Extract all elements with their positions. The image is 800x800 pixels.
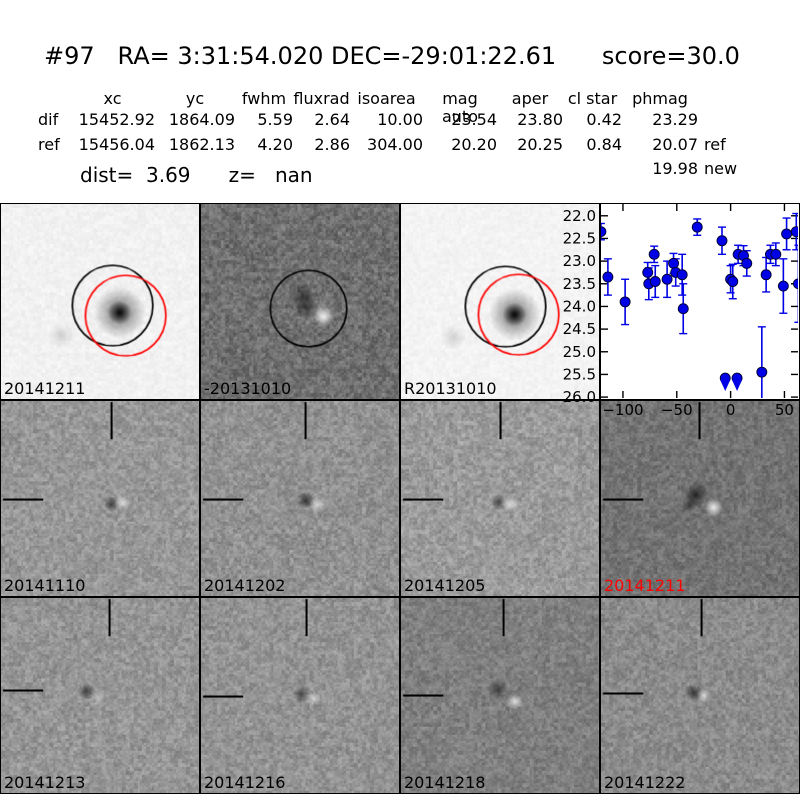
svg-text:25.0: 25.0 xyxy=(563,343,596,361)
followup-diff-panel-5: 20141213 xyxy=(0,597,200,794)
cutout-date-label: 20141222 xyxy=(604,773,686,793)
page-title: #97 RA= 3:31:54.020 DEC=-29:01:22.61 sco… xyxy=(44,42,740,70)
table-row-phmag-new: 19.98 new xyxy=(36,160,750,178)
diff-image-panel: -20131010 xyxy=(200,203,400,400)
row-label: ref xyxy=(38,135,60,154)
cutout-date-label: 20141211 xyxy=(4,379,86,399)
cutout-image xyxy=(1,598,199,793)
col-header-aper: aper xyxy=(511,89,549,108)
cutout-date-label: 20141202 xyxy=(204,576,286,596)
dif-xc: 15452.92 xyxy=(78,110,155,129)
cutout-image xyxy=(201,401,399,596)
cutout-image xyxy=(601,598,799,793)
col-header-fluxrad: fluxrad xyxy=(293,89,350,108)
col-header-fwhm: fwhm xyxy=(241,89,287,108)
svg-text:23.5: 23.5 xyxy=(563,275,596,293)
dif-aper: 23.80 xyxy=(517,110,563,129)
ref-image-panel: R20131010 xyxy=(400,203,600,400)
dif-yc: 1864.09 xyxy=(168,110,235,129)
dif-phmag: 23.29 xyxy=(652,110,698,129)
dif-mag-auto: 23.54 xyxy=(451,110,497,129)
dif-fwhm: 5.59 xyxy=(257,110,293,129)
ref-phmag: 20.07 xyxy=(652,135,698,154)
ref-cl-star: 0.84 xyxy=(586,135,622,154)
lightcurve-panel: −100 −50 0 50 22.0 22.5 23.0 23.5 24.0 24.5 25.0 25… xyxy=(563,203,800,419)
cutout-image xyxy=(201,204,399,399)
followup-diff-panel-7: 20141218 xyxy=(400,597,600,794)
ref-xc: 15456.04 xyxy=(78,135,155,154)
svg-text:22.0: 22.0 xyxy=(563,207,596,225)
ref-fwhm: 4.20 xyxy=(257,135,293,154)
svg-text:0: 0 xyxy=(726,401,736,419)
ref-aper: 20.25 xyxy=(517,135,563,154)
followup-diff-panel-2: 20141202 xyxy=(200,400,400,597)
followup-diff-panel-3: 20141205 xyxy=(400,400,600,597)
cutout-image xyxy=(401,401,599,596)
svg-text:22.5: 22.5 xyxy=(563,229,596,247)
dif-cl-star: 0.42 xyxy=(586,110,622,129)
cutout-date-label: 20141218 xyxy=(404,773,486,793)
dist-z-line: dist= 3.69 z= nan xyxy=(80,163,313,187)
svg-text:24.0: 24.0 xyxy=(563,297,596,315)
dif-fluxrad: 2.64 xyxy=(314,110,350,129)
new-note: new xyxy=(704,159,738,178)
cutout-image xyxy=(201,598,399,793)
ref-yc: 1862.13 xyxy=(168,135,235,154)
ref-mag-auto: 20.20 xyxy=(451,135,497,154)
svg-text:25.5: 25.5 xyxy=(563,365,596,383)
col-header-isoarea: isoarea xyxy=(357,89,416,108)
table-row-ref: ref 15456.04 1862.13 4.20 2.86 304.00 20… xyxy=(36,136,750,154)
svg-text:−50: −50 xyxy=(661,401,693,419)
col-header-mag-auto: mag auto xyxy=(441,89,478,126)
cutout-image xyxy=(401,204,599,399)
ref-fluxrad: 2.86 xyxy=(314,135,350,154)
svg-text:23.0: 23.0 xyxy=(563,252,596,270)
followup-diff-panel-8: 20141222 xyxy=(600,597,800,794)
cutout-date-label: 20141213 xyxy=(4,773,86,793)
cutout-image xyxy=(601,401,799,596)
cutout-date-label: -20131010 xyxy=(204,379,292,399)
cutout-image xyxy=(1,204,199,399)
new-phmag: 19.98 xyxy=(652,159,698,178)
table-row-dif: dif 15452.92 1864.09 5.59 2.64 10.00 23.… xyxy=(36,111,750,129)
followup-diff-panel-4: 20141211 xyxy=(600,400,800,597)
dif-note xyxy=(698,111,750,129)
col-header-xc: xc xyxy=(103,89,122,108)
cutout-date-label: 20141110 xyxy=(4,576,86,596)
svg-text:−100: −100 xyxy=(602,401,643,419)
svg-text:24.5: 24.5 xyxy=(563,320,596,338)
followup-diff-panel-1: 20141110 xyxy=(0,400,200,597)
col-header-phmag: phmag xyxy=(632,89,688,108)
svg-text:26.0: 26.0 xyxy=(563,388,596,406)
cutout-grid: 20141211 -20131010 R20131010 −100 −50 0 50 2… xyxy=(0,203,800,794)
cutout-image xyxy=(401,598,599,793)
new-image-panel: 20141211 xyxy=(0,203,200,400)
col-header-cl-star: cl star xyxy=(567,89,618,108)
cutout-date-label: 20141216 xyxy=(204,773,286,793)
cutout-date-label: 20141205 xyxy=(404,576,486,596)
svg-text:50: 50 xyxy=(775,401,794,419)
cutout-date-label: 20141211 xyxy=(604,576,686,596)
cutout-date-label: R20131010 xyxy=(404,379,497,399)
row-label: dif xyxy=(38,110,59,129)
followup-diff-panel-6: 20141216 xyxy=(200,597,400,794)
col-header-yc: yc xyxy=(185,89,205,108)
ref-note: ref xyxy=(704,135,726,154)
table-header-row: xc yc fwhm fluxrad isoarea mag auto aper… xyxy=(36,90,750,125)
cutout-image xyxy=(1,401,199,596)
ref-isoarea: 304.00 xyxy=(367,135,423,154)
lightcurve-chart: −100 −50 0 50 22.0 22.5 23.0 23.5 24.0 24.5 25.0 25… xyxy=(563,204,798,419)
dif-isoarea: 10.00 xyxy=(377,110,423,129)
